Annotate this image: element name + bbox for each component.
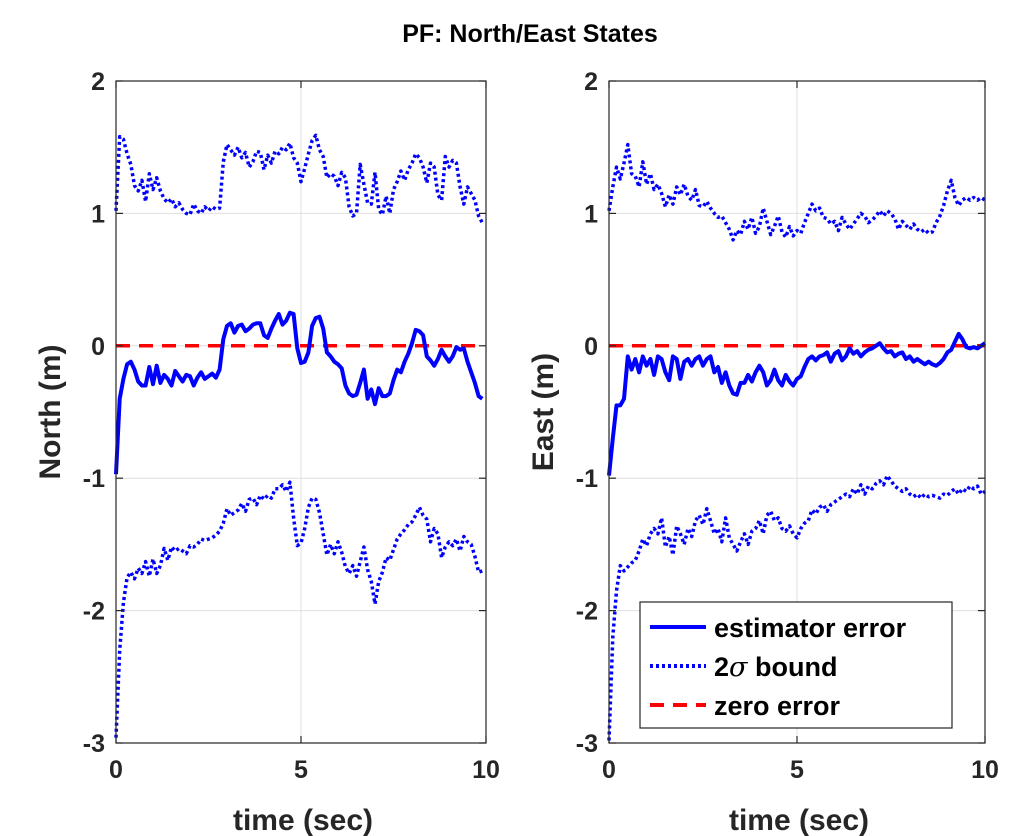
- north-ytick-label: -1: [83, 465, 105, 493]
- east-ytick-label: -3: [576, 730, 598, 758]
- north-ytick-label: -2: [83, 598, 105, 626]
- north-ytick-label: 2: [91, 68, 105, 96]
- east-ytick-label: 0: [584, 333, 598, 361]
- east-xtick-label: 5: [790, 756, 804, 784]
- north-xtick-label: 10: [472, 756, 500, 784]
- legend-label-2sigma-bound: 2σ bound: [714, 652, 837, 683]
- east-ytick-label: -2: [576, 598, 598, 626]
- east-ytick-label: 1: [584, 200, 598, 228]
- east-xtick-label: 10: [971, 756, 999, 784]
- north-yaxis-label: North (m): [34, 345, 67, 480]
- figure-title: PF: North/East States: [402, 20, 658, 48]
- north-ytick-label: 1: [91, 200, 105, 228]
- north-ytick-label: 0: [91, 333, 105, 361]
- east-xtick-label: 0: [602, 756, 616, 784]
- north-xtick-label: 0: [109, 756, 123, 784]
- east-xaxis-label: time (sec): [729, 804, 869, 836]
- east-ytick-label: -1: [576, 465, 598, 493]
- north-xtick-label: 5: [294, 756, 308, 784]
- legend: estimator error 2σ bound zero error: [640, 602, 952, 728]
- north-ytick-label: -3: [83, 730, 105, 758]
- east-yaxis-label: East (m): [527, 353, 560, 471]
- legend-label-estimator-error: estimator error: [714, 613, 907, 643]
- legend-label-zero-error: zero error: [714, 691, 841, 721]
- east-ytick-label: 2: [584, 68, 598, 96]
- north-xaxis-label: time (sec): [233, 804, 373, 836]
